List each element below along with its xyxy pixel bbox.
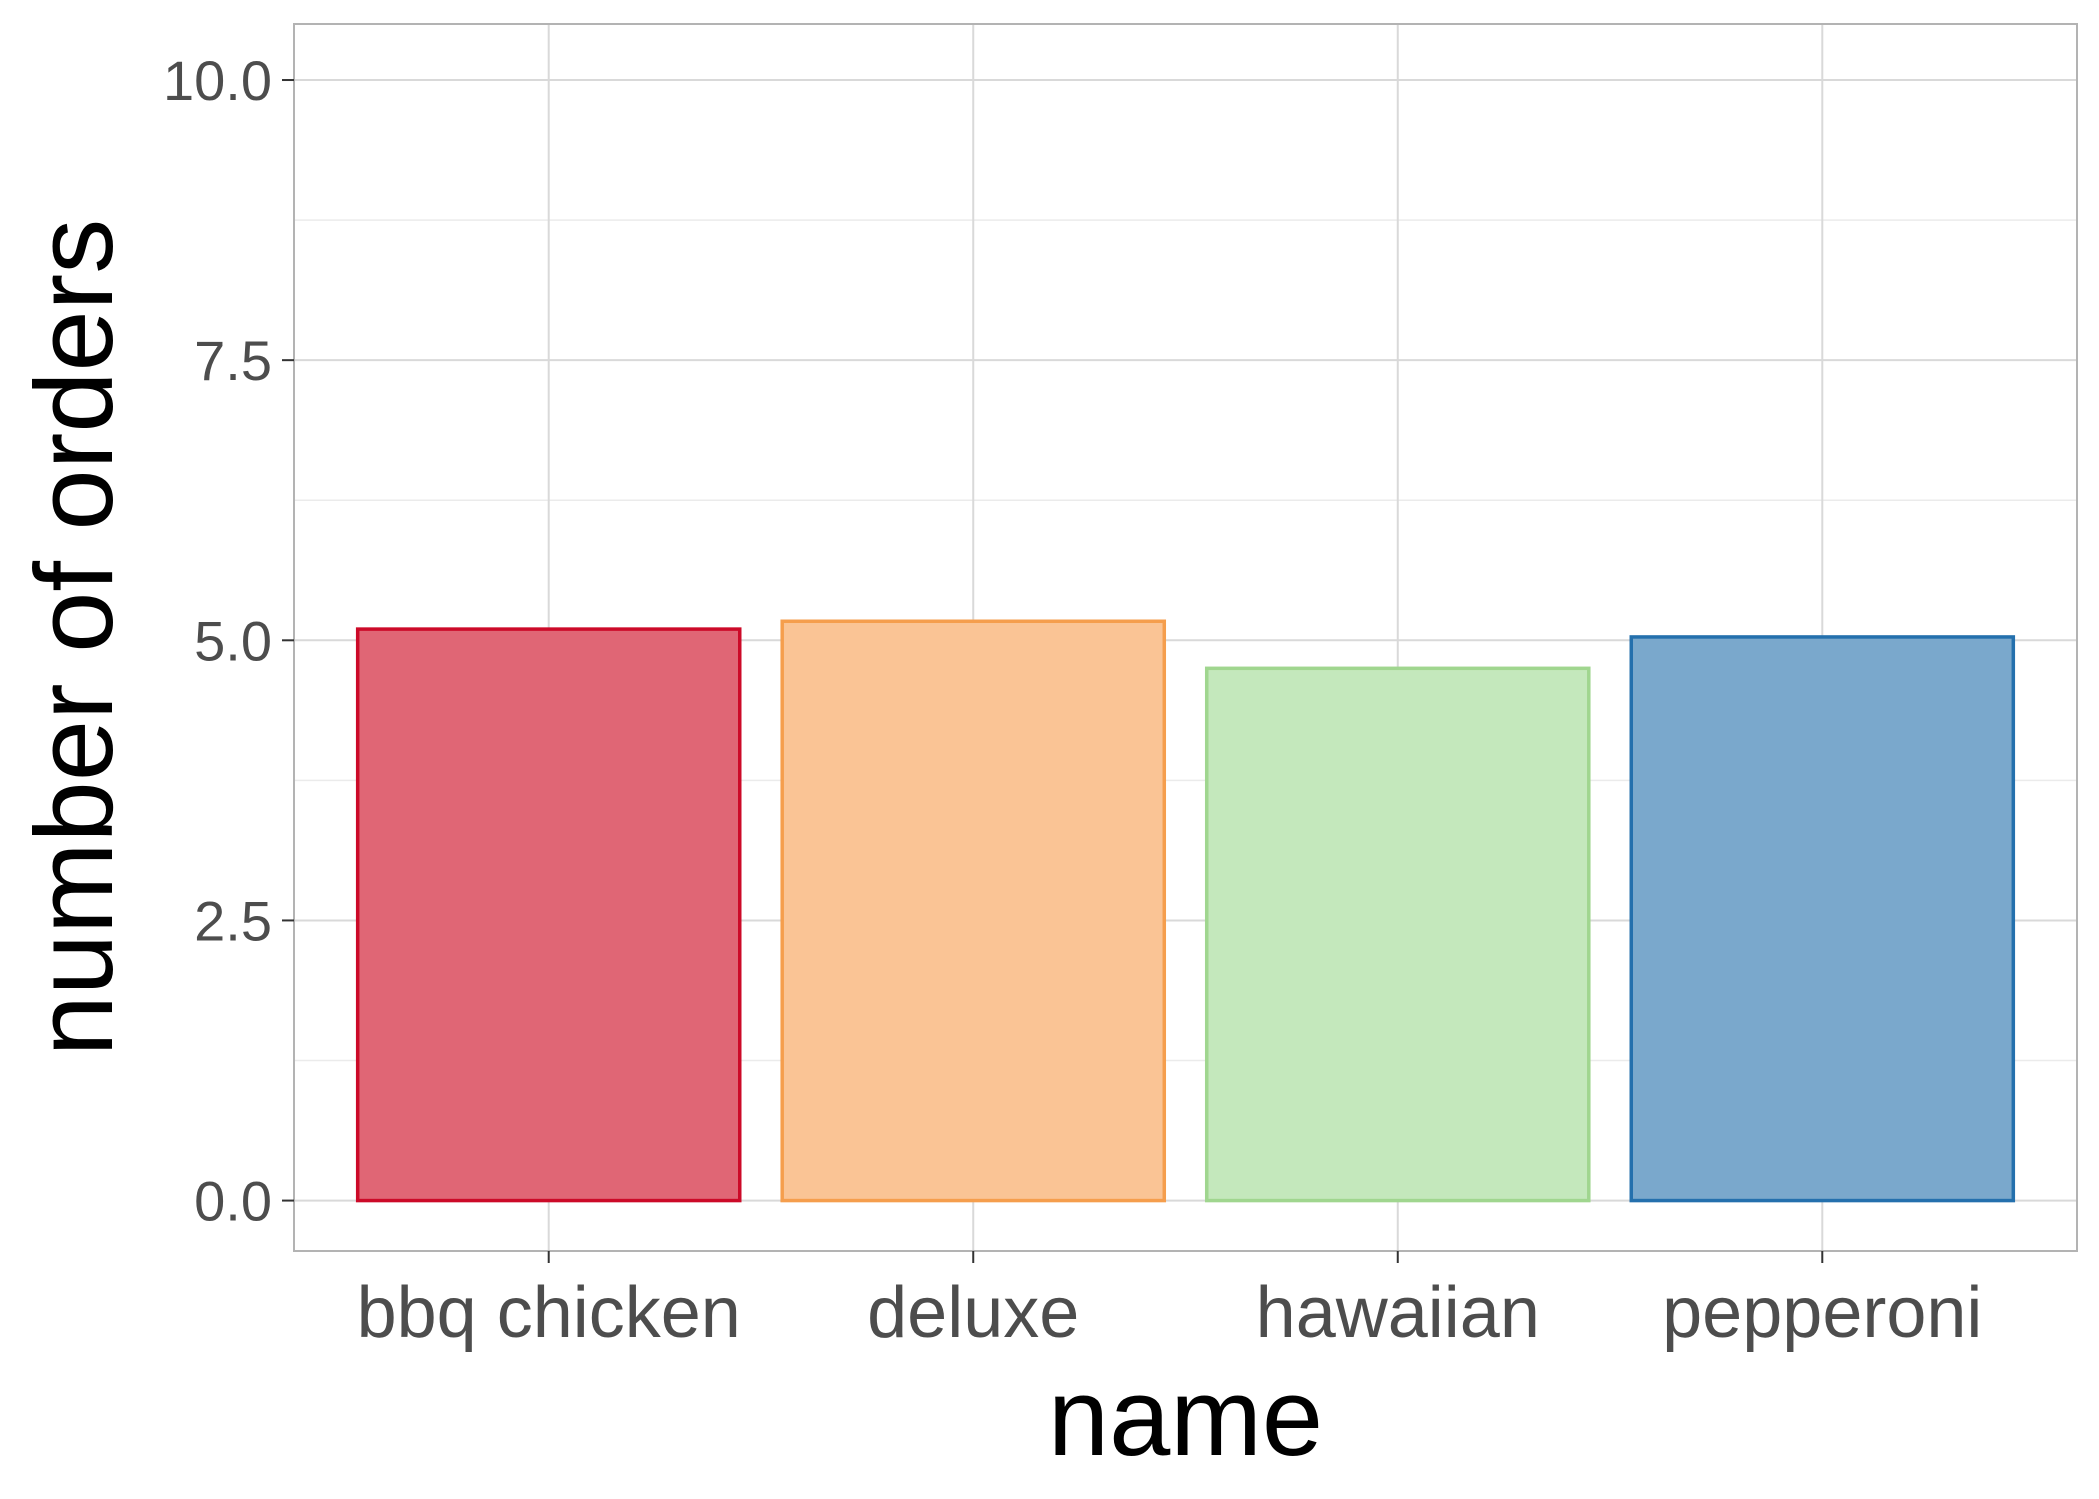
bar-pepperoni bbox=[1629, 635, 2016, 1203]
y-tick-label: 5.0 bbox=[194, 609, 272, 672]
x-tick-label: deluxe bbox=[867, 1273, 1079, 1353]
x-tick-label: hawaiian bbox=[1256, 1273, 1540, 1353]
bars-group bbox=[355, 619, 2016, 1203]
y-tick-label: 2.5 bbox=[194, 889, 272, 952]
panel-border bbox=[293, 23, 2078, 1252]
x-tick-label: bbq chicken bbox=[357, 1273, 741, 1353]
bar-bbq-chicken bbox=[355, 627, 742, 1203]
x-tick-label: pepperoni bbox=[1662, 1273, 1982, 1353]
y-tick-label: 7.5 bbox=[194, 329, 272, 392]
y-axis-title: number of orders bbox=[13, 219, 136, 1057]
y-tick-label: 0.0 bbox=[194, 1170, 272, 1233]
bar-deluxe bbox=[780, 619, 1167, 1203]
y-axis-ticks: 0.0 2.5 5.0 7.5 10.0 bbox=[163, 49, 294, 1233]
x-axis-title: name bbox=[1048, 1356, 1323, 1479]
y-tick-label: 10.0 bbox=[163, 49, 272, 112]
x-axis-ticks: bbq chicken deluxe hawaiian pepperoni bbox=[357, 1251, 1982, 1353]
bar-hawaiian bbox=[1204, 666, 1591, 1203]
